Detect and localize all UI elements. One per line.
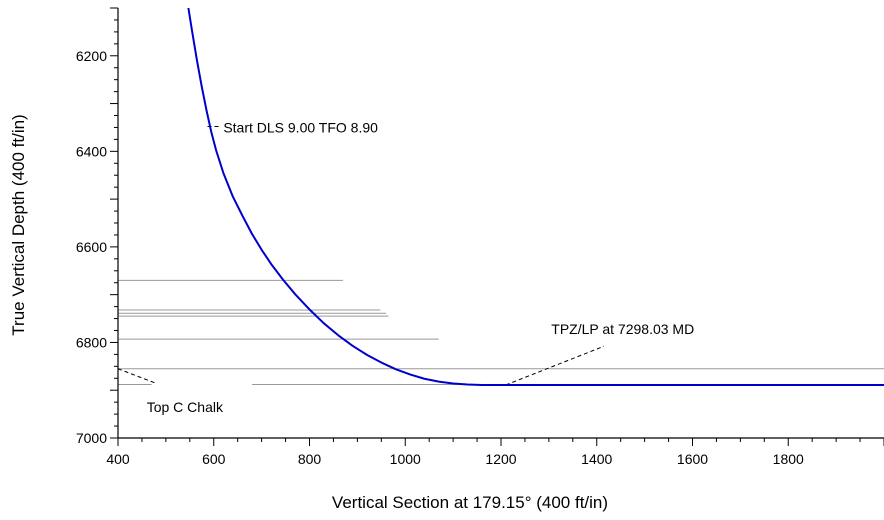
y-tick-label: 7000: [76, 430, 107, 446]
x-tick-label: 1800: [773, 451, 804, 467]
y-tick-label: 6400: [76, 143, 107, 159]
x-tick-label: 1400: [581, 451, 612, 467]
x-tick-label: 800: [298, 451, 322, 467]
annotation-label: Top C Chalk: [147, 399, 224, 415]
x-tick-label: 1600: [677, 451, 708, 467]
x-axis-label: Vertical Section at 179.15° (400 ft/in): [332, 493, 608, 512]
well-path-series: [187, 7, 884, 386]
axes: [117, 8, 884, 439]
annotation-leader: [117, 368, 156, 384]
x-ticks: 400 600 800 1000 1200 1400 1600 1800: [106, 438, 884, 467]
annotation-label: Start DLS 9.00 TFO 8.90: [223, 119, 378, 135]
x-tick-label: 1200: [485, 451, 516, 467]
y-tick-label: 6600: [76, 239, 107, 255]
x-tick-label: 1000: [390, 451, 421, 467]
x-tick-label: 400: [106, 451, 130, 467]
y-tick-label: 6200: [76, 48, 107, 64]
y-ticks: 6200 6400 6600 6800 7000: [76, 7, 118, 446]
x-tick-label: 600: [202, 451, 226, 467]
y-tick-label: 6800: [76, 334, 107, 350]
annotation-leaders: [117, 125, 605, 386]
annotation-label: TPZ/LP at 7298.03 MD: [551, 321, 694, 337]
well-path-line: [187, 7, 884, 386]
annotations: Start DLS 9.00 TFO 8.90 TPZ/LP at 7298.03…: [147, 119, 694, 415]
annotation-leader: [505, 345, 605, 386]
y-axis-label: True Vertical Depth (400 ft/in): [9, 114, 28, 335]
formation-lines: [118, 279, 884, 385]
